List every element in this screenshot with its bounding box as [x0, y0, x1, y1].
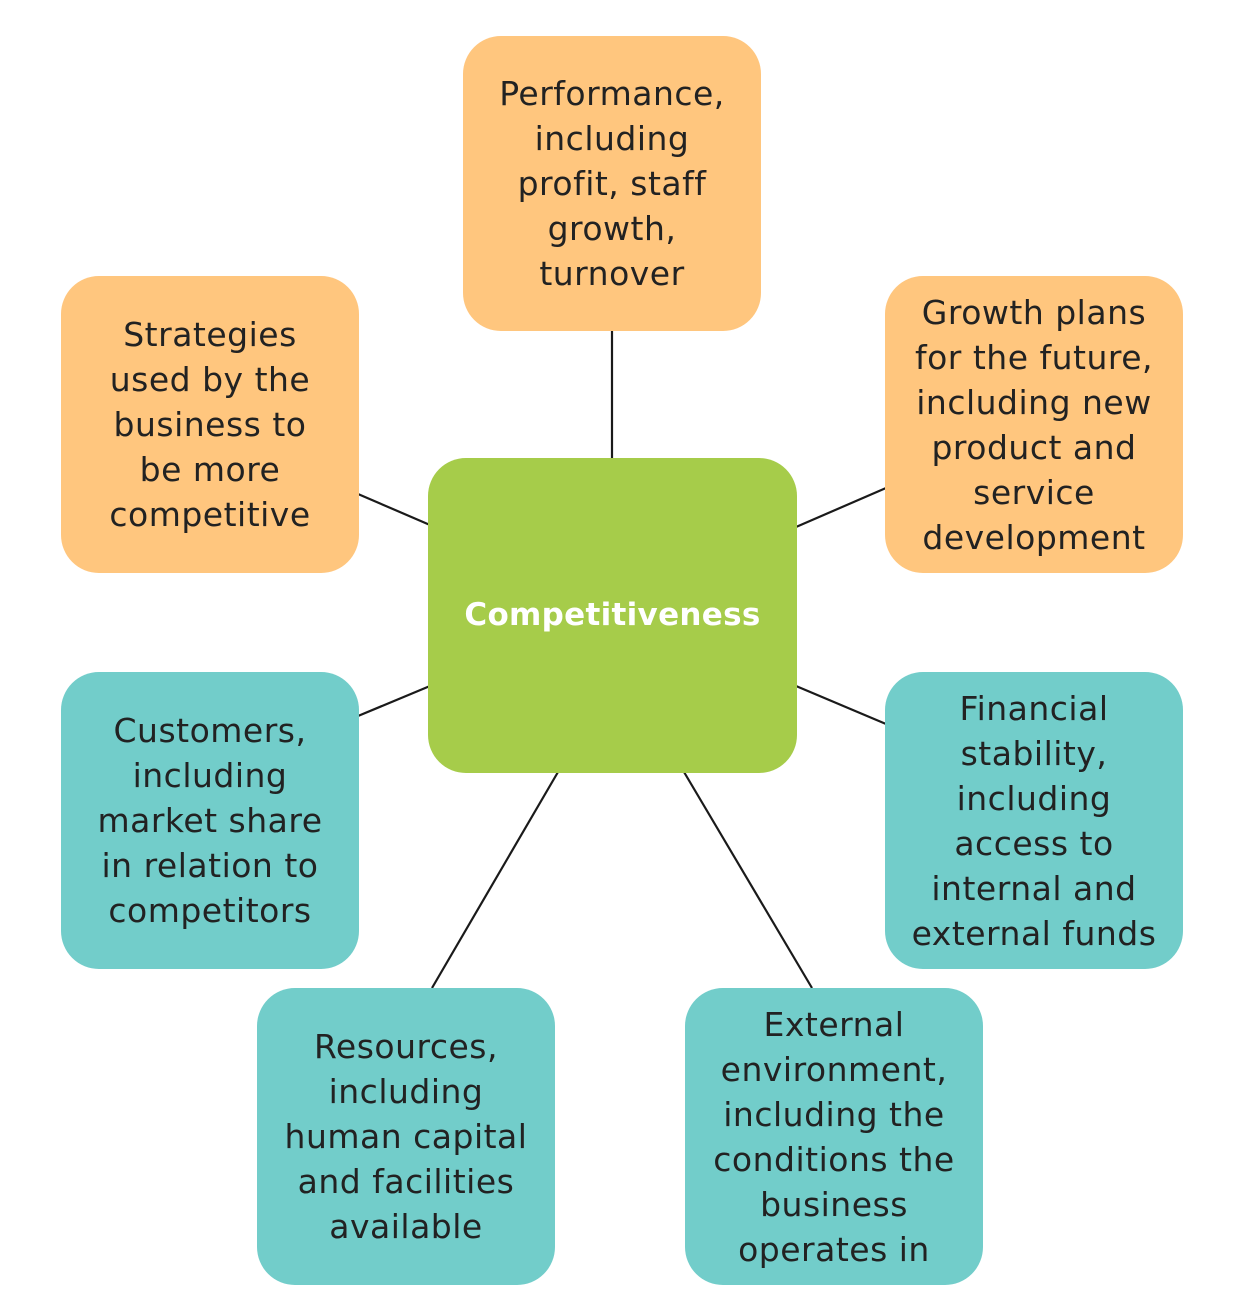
center-node-competitiveness: Competitiveness	[428, 458, 797, 773]
node-external-environment-label: External environment, including the cond…	[713, 1004, 955, 1269]
node-growth-plans: Growth plans for the future, including n…	[885, 276, 1183, 573]
node-resources: Resources, including human capital and f…	[257, 988, 555, 1285]
connector-strategies	[357, 492, 431, 527]
node-external-environment: External environment, including the cond…	[685, 988, 983, 1285]
connector-external-environment	[683, 771, 813, 989]
node-customers: Customers, including market share in rel…	[61, 672, 359, 969]
connector-customers	[357, 684, 431, 718]
node-growth-plans-label: Growth plans for the future, including n…	[914, 292, 1154, 557]
node-strategies: Strategies used by the business to be mo…	[61, 276, 359, 573]
node-strategies-label: Strategies used by the business to be mo…	[109, 315, 311, 534]
node-resources-label: Resources, including human capital and f…	[284, 1027, 528, 1246]
node-performance-label: Performance, including profit, staff gro…	[499, 74, 725, 293]
connector-financial-stability	[795, 684, 887, 726]
node-financial-stability-label: Financial stability, including access to…	[911, 688, 1157, 953]
center-node-label: Competitiveness	[464, 597, 761, 633]
connector-resources	[431, 771, 559, 989]
node-customers-label: Customers, including market share in rel…	[97, 711, 323, 930]
node-performance: Performance, including profit, staff gro…	[463, 36, 761, 331]
node-financial-stability: Financial stability, including access to…	[885, 672, 1183, 969]
connector-growth-plans	[795, 486, 887, 529]
